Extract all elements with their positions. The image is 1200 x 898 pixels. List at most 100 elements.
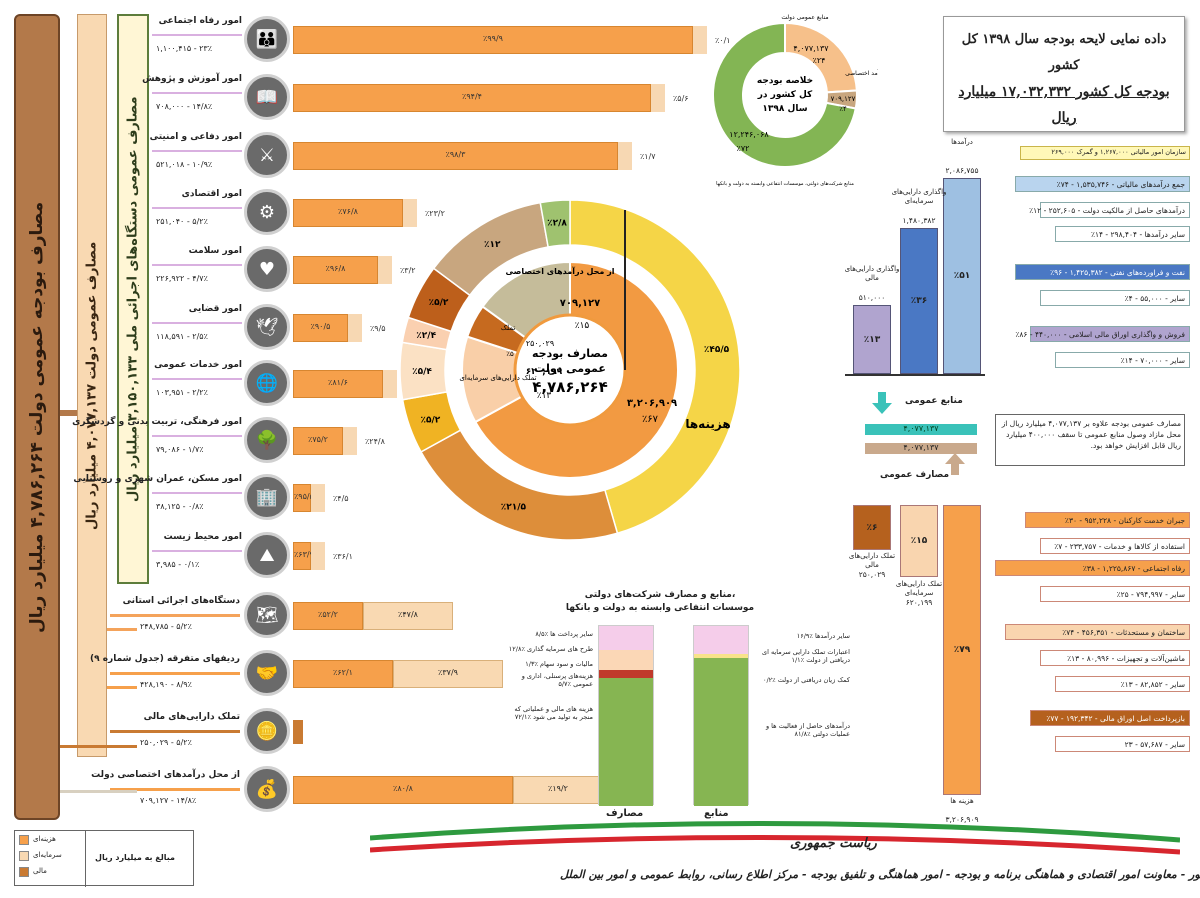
sector-underline [152, 34, 242, 36]
book-icon: 📖 [244, 74, 290, 120]
sector-bar-end [378, 256, 392, 284]
resource-detail-item: سایر درآمدها - ۲۹۸,۴۰۴ - ۱۴٪ [1055, 226, 1190, 242]
sector-bar-pct: ٪۹۰/۵ [310, 322, 331, 331]
expense-detail-item: استفاده از کالاها و خدمات - ۲۳۳,۷۵۷ - ۷٪ [1040, 538, 1190, 554]
companies-title: منابع و مصارف شرکت‌های دولتی، [584, 590, 736, 600]
sector-row: امور رفاه اجتماعی ۱,۱۰۰,۴۱۵ - ۲۳٪ [152, 14, 242, 64]
summary-donut-ring [712, 21, 858, 168]
note-box: مصارف عمومی بودجه علاوه بر ۴,۰۷۷,۱۳۷ میل… [995, 414, 1185, 466]
sector-row: امور قضایی ۱۱۸,۵۹۱ - ۲/۵٪ [152, 302, 242, 352]
summary-seg2-pct: ٪۴ [839, 105, 847, 113]
sector-bar-pct: ٪۷۶/۸ [338, 207, 358, 216]
sector-row: امور سلامت ۲۲۶,۹۲۲ - ۴/۷٪ [152, 244, 242, 294]
sector-end-pct: ٪۹/۵ [370, 324, 386, 333]
sector-value: ۱۱۸,۵۹۱ - ۲/۵٪ [156, 332, 208, 341]
summary-seg1-value: ۴,۰۷۷,۱۳۷ [793, 44, 829, 53]
sector-bar: ٪۹۵/۵ [293, 484, 314, 512]
lower-row-underline [110, 788, 240, 791]
sector-title: امور محیط زیست [163, 532, 242, 542]
sector-row: امور محیط زیست ۳,۹۸۵ - ۰/۱٪ [152, 530, 242, 580]
connector [60, 745, 137, 748]
lower-bar-pct: ٪۸۰/۸ [393, 784, 413, 793]
donut-outer-ring [400, 199, 740, 541]
sector-end-pct: ٪۲۳/۲ [425, 209, 445, 218]
lower-row-underline [110, 672, 240, 675]
sector-underline [152, 378, 242, 380]
expense-bar-label: تملک دارایی‌های سرمایه‌ای [895, 580, 943, 597]
connector [107, 686, 137, 689]
divider [85, 831, 86, 887]
expense-bar: ٪۷۹ [943, 505, 981, 795]
donut-outer-label: ٪۲۱/۵ [501, 503, 527, 513]
header-total: بودجه کل کشور ۱۷,۰۳۲,۳۳۲ میلیارد ریال [958, 84, 1170, 126]
sector-title: امور رفاه اجتماعی [158, 16, 242, 26]
sector-value: ۳۸,۱۲۵ - ۰/۸٪ [156, 502, 204, 511]
resource-bar-pct: ٪۳۶ [910, 296, 928, 306]
sector-end-pct: ٪۱/۷ [640, 152, 656, 161]
expense-detail-item: جبران خدمت کارکنان - ۹۵۲,۲۲۸ - ۳۰٪ [1025, 512, 1190, 528]
lower-bar: ٪۸۰/۸ [293, 776, 513, 804]
donut-financial-pct: ٪۵ [506, 350, 514, 358]
lower-row-underline [110, 614, 240, 617]
donut-center-total: ۴,۷۸۶,۲۶۴ [532, 378, 607, 396]
sector-value: ۱۰۳,۹۵۱ - ۲/۲٪ [156, 388, 208, 397]
resource-bar-pct: ٪۵۱ [953, 271, 971, 281]
expense-detail-item: سایر - ۵۷,۶۸۷ - ۲۳ [1055, 736, 1190, 752]
uses-item-label: مالیات و سود سهام ٪۱/۳ [525, 660, 593, 668]
balance-bar-resource: ۴,۰۷۷,۱۳۷ [865, 424, 977, 435]
donut-outer-label: ٪۱۲ [484, 240, 501, 250]
resource-detail-item: سایر - ۵۵,۰۰۰ - ۴٪ [1040, 290, 1190, 306]
sector-underline [152, 150, 242, 152]
expense-bar-value: ۳,۲۰۶,۹۰۹ [945, 815, 979, 824]
sector-underline [152, 264, 242, 266]
sector-row: امور دفاعی و امنیتی ۵۲۱,۰۱۸ - ۱۰/۹٪ [149, 130, 242, 180]
companies-uses-column [598, 625, 654, 806]
national-agencies-column: مصارف عمومی دستگاه‌های اجرائی ملی ۳,۱۵۰,… [117, 14, 149, 584]
sector-underline [152, 207, 242, 209]
lower-row-title: دستگاه‌های اجرائی استانی [122, 596, 240, 606]
sector-bar-pct: ٪۹۸/۳ [445, 150, 466, 159]
sector-bar-end [693, 26, 707, 54]
connector [60, 410, 78, 416]
lower-row: تملک دارایی‌های مالی ۲۵۰,۰۲۹ - ۵/۲٪ [110, 706, 240, 756]
sector-value: ۷۹,۰۸۶ - ۱/۷٪ [156, 445, 204, 454]
expense-detail-item: بازپرداخت اصل اوراق مالی - ۱۹۲,۳۴۲ - ۷۷٪ [1030, 710, 1190, 726]
donut-outer-labels: ٪۴۵/۵ ٪۲۱/۵ ٪۵/۲ ٪۵/۴ ٪۲/۴ ٪۵/۲ ٪۱۲ ٪۲/۸ [412, 219, 730, 513]
resource-detail-item: جمع درآمدهای مالیاتی - ۱,۵۳۵,۷۴۶ - ۷۴٪ [1015, 176, 1190, 192]
legend-swatch-current [19, 835, 29, 845]
sector-bar-pct: ٪۹۵/۵ [294, 492, 314, 501]
tax-note: سازمان امور مالیاتی ۱,۲۶۷,۰۰۰ و گمرک ۲۶۹… [1020, 146, 1190, 160]
resource-detail-item: فروش و واگذاری اوراق مالی اسلامی - ۴۴۰,۰… [1015, 326, 1190, 342]
lower-row-title: ردیفهای متفرقه (جدول شماره ۹) [89, 654, 240, 664]
ribbon-white [370, 828, 1180, 848]
sector-title: امور قضایی [188, 304, 242, 314]
resource-bar-label: درآمدها [951, 138, 973, 146]
sector-title: امور دفاعی و امنیتی [149, 132, 242, 142]
summary-title-3: سال ۱۳۹۸ [762, 104, 807, 114]
uses-item-label: طرح های سرمایه گذاری ٪۱۲/۸ [508, 645, 593, 653]
landscape-icon: ⛰ [244, 532, 290, 578]
sector-bar: ٪۷۶/۸ [293, 199, 403, 227]
expense-detail-item: رفاه اجتماعی - ۱,۲۲۵,۸۶۷ - ۳۸٪ [995, 560, 1190, 576]
sector-underline [152, 322, 242, 324]
sector-bar: ٪۹۶/۸ [293, 256, 378, 284]
sector-end-pct: ٪۰/۱ [715, 36, 731, 45]
sector-underline [152, 492, 242, 494]
tree-icon: 🌳 [244, 417, 290, 463]
total-expense-column: مصارف بودجه عمومی دولت ۴,۷۸۶,۲۶۴ میلیارد… [14, 14, 60, 820]
legend-unit: مبالغ به میلیارد ریال [95, 853, 175, 862]
companies-sources-column [693, 625, 749, 806]
sector-underline [152, 550, 242, 552]
sector-bar-end [348, 314, 362, 342]
sources-segment [694, 654, 748, 658]
sector-row: امور فرهنگی، تربیت بدنی و گردشگری ۷۹,۰۸۶… [72, 415, 242, 465]
hands-icon: 🤝 [244, 650, 290, 696]
uses-segment [599, 650, 653, 670]
sector-title: امور خدمات عمومی [154, 360, 242, 370]
sector-bar: ٪۹۹/۹ [293, 26, 693, 54]
donut-financial-label: تملک [501, 324, 516, 332]
resource-bar: ٪۵۱ [943, 178, 981, 374]
sector-bar-pct: ٪۷۵/۲ [308, 435, 328, 444]
sector-title: امور مسکن، عمران شهری و روستایی [73, 474, 242, 484]
